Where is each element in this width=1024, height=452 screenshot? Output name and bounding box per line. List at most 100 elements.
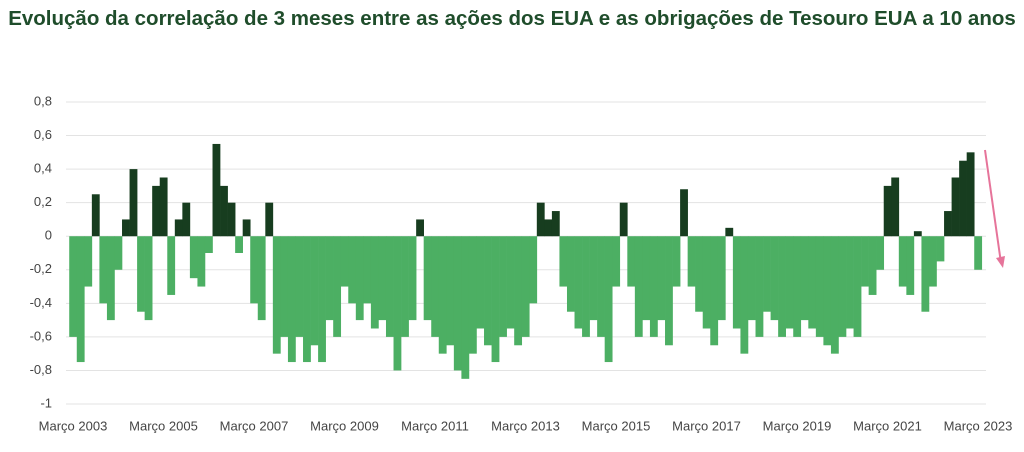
bar <box>69 236 78 337</box>
bar <box>521 236 530 337</box>
bar <box>484 236 492 346</box>
x-tick-label: Março 2017 <box>672 418 741 433</box>
y-tick-label: 0,6 <box>34 127 52 142</box>
bar <box>793 236 802 337</box>
bar <box>250 236 259 304</box>
bar <box>574 236 583 329</box>
bar <box>642 236 651 321</box>
bar <box>114 236 123 270</box>
x-tick-label: Março 2013 <box>491 418 560 433</box>
bar <box>589 236 598 321</box>
bar <box>740 236 749 354</box>
bar <box>808 236 817 329</box>
bar <box>529 236 538 304</box>
bar <box>318 236 326 363</box>
bar <box>536 202 545 237</box>
bar <box>182 202 191 237</box>
bar <box>122 219 130 237</box>
bar <box>303 236 311 363</box>
x-tick-label: Março 2005 <box>129 418 198 433</box>
bar <box>242 219 251 237</box>
y-tick-label: 0,4 <box>34 161 52 176</box>
bar <box>876 236 885 270</box>
bar <box>506 236 515 329</box>
bar <box>747 236 756 321</box>
x-tick-label: Março 2023 <box>944 418 1013 433</box>
bar <box>325 236 334 321</box>
bar <box>227 202 236 237</box>
bar <box>491 236 500 363</box>
bar <box>838 236 847 337</box>
y-tick-label: -0,2 <box>30 261 52 276</box>
bar <box>951 177 960 237</box>
bar <box>220 185 228 237</box>
bar <box>695 236 704 312</box>
bar <box>634 236 643 337</box>
bar <box>370 236 379 329</box>
bar <box>76 236 85 363</box>
bar <box>280 236 289 337</box>
bar <box>649 236 658 337</box>
bar <box>928 236 937 287</box>
x-tick-label: Março 2009 <box>310 418 379 433</box>
bar <box>785 236 794 329</box>
y-tick-label: -1 <box>40 395 52 410</box>
bar <box>551 211 560 237</box>
x-tick-label: Março 2019 <box>763 418 832 433</box>
y-tick-label: 0 <box>45 228 52 243</box>
bar <box>687 236 696 287</box>
y-tick-label: -0,4 <box>30 295 52 310</box>
bar <box>710 236 719 346</box>
x-tick-label: Março 2003 <box>39 418 108 433</box>
bar <box>438 236 447 354</box>
bar <box>468 236 477 354</box>
bar <box>597 236 605 337</box>
bar <box>167 236 176 295</box>
bar <box>393 236 402 371</box>
bar <box>333 236 342 337</box>
bar <box>423 236 432 321</box>
bar <box>355 236 364 321</box>
bar <box>152 185 161 237</box>
bar <box>665 236 673 346</box>
bar <box>823 236 832 346</box>
bar <box>778 236 786 337</box>
bar <box>868 236 877 295</box>
bar <box>612 236 621 287</box>
bar <box>106 236 115 321</box>
bar <box>257 236 266 321</box>
bar <box>212 143 221 237</box>
bar <box>363 236 372 304</box>
x-tick-label: Março 2015 <box>582 418 651 433</box>
bar <box>627 236 636 287</box>
bar <box>974 236 983 270</box>
bar <box>559 236 568 287</box>
bar <box>204 236 213 253</box>
bar <box>295 236 304 337</box>
bar <box>732 236 741 329</box>
bar <box>159 177 168 237</box>
bar <box>921 236 930 312</box>
y-tick-label: -0,8 <box>30 362 52 377</box>
bar <box>566 236 575 312</box>
chart-title: Evolução da correlação de 3 meses entre … <box>8 7 1016 30</box>
bar <box>446 236 455 346</box>
bar <box>189 236 198 279</box>
bar <box>672 236 681 287</box>
bar <box>197 236 206 287</box>
bar <box>959 160 967 237</box>
bar <box>476 236 485 329</box>
bar <box>770 236 779 321</box>
bar <box>702 236 711 329</box>
bar <box>830 236 839 354</box>
bar <box>431 236 440 337</box>
x-tick-label: Março 2007 <box>220 418 289 433</box>
bar <box>235 236 243 253</box>
bar <box>898 236 907 287</box>
trend-arrow <box>984 149 1002 264</box>
bar <box>272 236 281 354</box>
bar <box>287 236 296 363</box>
bar <box>944 211 952 237</box>
y-tick-label: 0,8 <box>34 93 52 108</box>
